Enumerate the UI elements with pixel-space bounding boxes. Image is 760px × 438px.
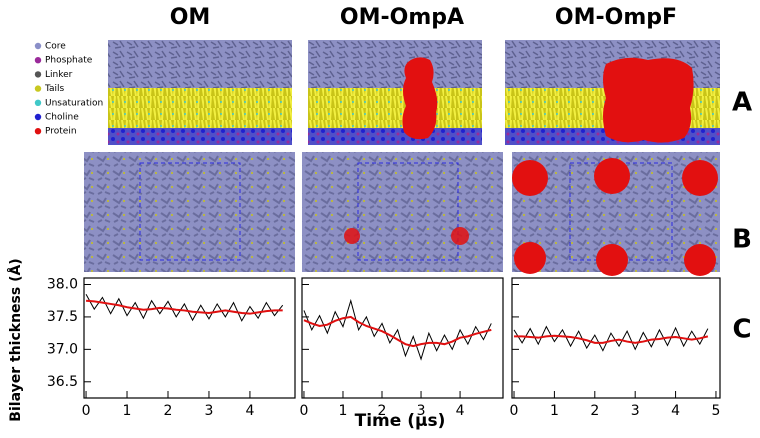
legend-swatch bbox=[34, 42, 42, 50]
legend-label: Phosphate bbox=[45, 56, 93, 66]
unit-cell bbox=[139, 162, 241, 261]
legend-swatch bbox=[34, 57, 42, 64]
x-tick-label: 1 bbox=[550, 403, 559, 419]
raw-line bbox=[303, 298, 492, 361]
x-tick-label: 1 bbox=[123, 403, 132, 419]
legend-swatch bbox=[34, 85, 42, 92]
y-tick-label: 37.0 bbox=[47, 341, 78, 357]
smoothed-line bbox=[85, 299, 283, 315]
smoothed-line bbox=[514, 334, 709, 344]
legend-swatch bbox=[34, 113, 42, 121]
row-a-renders bbox=[108, 40, 720, 145]
plot-frame bbox=[511, 277, 721, 399]
legend-label: Protein bbox=[45, 127, 77, 137]
membrane-tails bbox=[308, 88, 482, 130]
legend-label: Choline bbox=[45, 113, 79, 123]
membrane-headgroups bbox=[308, 40, 482, 90]
x-tick-label: 4 bbox=[671, 403, 680, 419]
x-tick-label: 2 bbox=[164, 403, 173, 419]
membrane-tails bbox=[108, 88, 292, 130]
panel-label: B bbox=[732, 225, 752, 255]
membrane-top-view bbox=[302, 152, 503, 272]
panel-label: C bbox=[732, 315, 751, 345]
membrane-headgroups bbox=[108, 40, 292, 90]
raw-line bbox=[85, 293, 284, 322]
protein bbox=[594, 158, 630, 194]
membrane-inner bbox=[108, 128, 292, 145]
plot-frame bbox=[301, 277, 504, 399]
legend-label: Unsaturation bbox=[45, 98, 103, 108]
protein bbox=[402, 57, 438, 140]
protein bbox=[512, 160, 548, 196]
x-axis-label: Time (μs) bbox=[355, 411, 446, 431]
membrane-top-view bbox=[84, 152, 295, 272]
legend-label: Linker bbox=[45, 70, 73, 80]
x-tick-label: 4 bbox=[456, 403, 465, 419]
legend-swatch bbox=[34, 128, 42, 135]
x-tick-label: 2 bbox=[378, 403, 387, 419]
protein bbox=[603, 57, 694, 143]
column-title: OM-OmpA bbox=[340, 5, 464, 30]
y-tick-label: 37.5 bbox=[47, 309, 78, 325]
x-tick-label: 1 bbox=[339, 403, 348, 419]
protein bbox=[596, 244, 628, 276]
raw-line bbox=[513, 325, 709, 352]
legend-swatch bbox=[34, 99, 42, 107]
legend-swatch bbox=[34, 71, 42, 78]
x-tick-label: 3 bbox=[631, 403, 640, 419]
y-axis-label: Bilayer thickness (Å) bbox=[7, 258, 24, 421]
y-tick-label: 36.5 bbox=[47, 374, 78, 390]
protein bbox=[684, 244, 716, 276]
panel-label: A bbox=[732, 88, 752, 118]
column-title: OM bbox=[170, 5, 211, 30]
x-tick-label: 0 bbox=[510, 403, 519, 419]
x-tick-label: 3 bbox=[205, 403, 214, 419]
x-tick-label: 5 bbox=[712, 403, 721, 419]
smoothed-line bbox=[303, 315, 492, 348]
protein bbox=[682, 160, 718, 196]
x-tick-label: 2 bbox=[590, 403, 599, 419]
legend-label: Core bbox=[45, 42, 66, 52]
row-b-renders bbox=[84, 152, 720, 276]
protein bbox=[344, 228, 360, 244]
x-tick-label: 0 bbox=[82, 403, 91, 419]
x-tick-label: 3 bbox=[417, 403, 426, 419]
membrane-inner bbox=[308, 128, 482, 145]
column-title: OM-OmpF bbox=[555, 5, 677, 30]
protein bbox=[451, 227, 469, 245]
unit-cell bbox=[357, 162, 459, 261]
legend-label: Tails bbox=[44, 84, 65, 94]
x-tick-label: 0 bbox=[299, 403, 308, 419]
plot-frame bbox=[83, 277, 296, 399]
protein bbox=[514, 242, 546, 274]
y-tick-label: 38.0 bbox=[47, 276, 78, 292]
x-tick-label: 4 bbox=[245, 403, 254, 419]
